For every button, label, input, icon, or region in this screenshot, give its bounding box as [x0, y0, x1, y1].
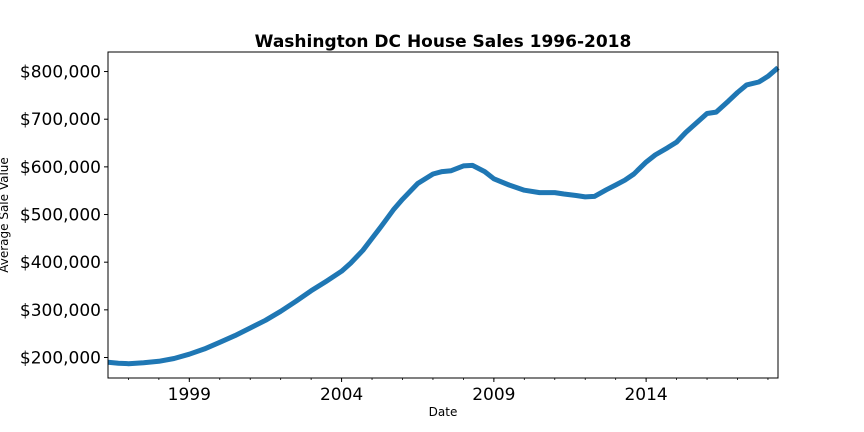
y-axis-label: Average Sale Value — [0, 157, 11, 273]
x-tick-label: 2009 — [472, 385, 515, 405]
y-tick-label: $700,000 — [20, 110, 101, 130]
y-tick-label: $300,000 — [20, 301, 101, 321]
y-axis: $200,000 $300,000 $400,000 $500,000 $600,000… — [20, 63, 108, 369]
plot-frame — [107, 51, 779, 379]
series-line-0 — [107, 65, 780, 367]
y-tick-label: $500,000 — [20, 206, 101, 226]
y-tick-label: $600,000 — [20, 158, 101, 178]
x-axis-label: Date — [429, 405, 458, 419]
x-tick-label: 2014 — [624, 385, 667, 405]
x-tick-label: 1999 — [168, 385, 211, 405]
plot-area — [107, 65, 780, 367]
x-tick-label: 2004 — [320, 385, 363, 405]
x-axis: 1999 2004 2009 2014 — [128, 378, 769, 405]
y-tick-label: $400,000 — [20, 253, 101, 273]
y-tick-label: $800,000 — [20, 63, 101, 83]
chart-title: Washington DC House Sales 1996-2018 — [255, 32, 632, 52]
y-tick-label: $200,000 — [20, 349, 101, 369]
